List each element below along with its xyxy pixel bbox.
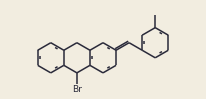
Text: Br: Br [72, 85, 82, 94]
